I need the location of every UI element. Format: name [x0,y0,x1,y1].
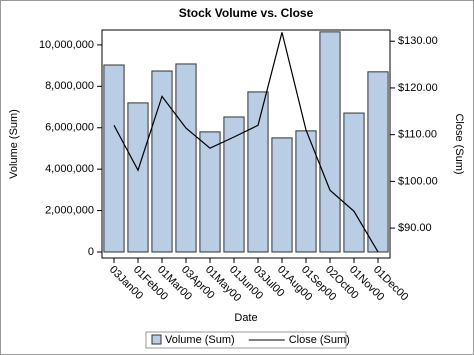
line [113,32,379,253]
bar [319,31,341,253]
y-axis-label: Volume (Sum) [8,109,20,179]
y2-tick-label: $100.00 [398,175,438,187]
y2-tick-label: $130.00 [398,35,438,47]
bar [103,64,125,253]
chart-title: Stock Volume vs. Close [179,6,314,20]
y2-tick-label: $90.00 [398,222,432,234]
legend-swatch [151,334,162,345]
y-tick-label: 6,000,000 [45,122,94,134]
legend-label: Volume (Sum) [165,334,235,346]
y2-tick-label: $110.00 [398,129,437,141]
y-tick-label: 2,000,000 [45,204,94,216]
bar [151,70,173,253]
bar [271,137,293,253]
bar [175,63,197,253]
legend-label: Close (Sum) [289,334,350,346]
bar [367,71,389,253]
bar [223,116,245,253]
plot-frame [101,29,391,259]
bar [127,102,149,253]
bar [343,112,365,253]
y2-axis-label: Close (Sum) [453,113,465,174]
x-axis-label: Date [234,312,257,324]
legend-frame [145,331,347,349]
bar [199,131,221,253]
y2-tick-label: $120.00 [398,82,438,94]
bar [247,91,269,253]
y-tick-label: 0 [88,246,94,258]
y-tick-label: 10,000,000 [39,39,94,51]
y-tick-label: 8,000,000 [45,80,94,92]
y-tick-label: 4,000,000 [45,163,94,175]
